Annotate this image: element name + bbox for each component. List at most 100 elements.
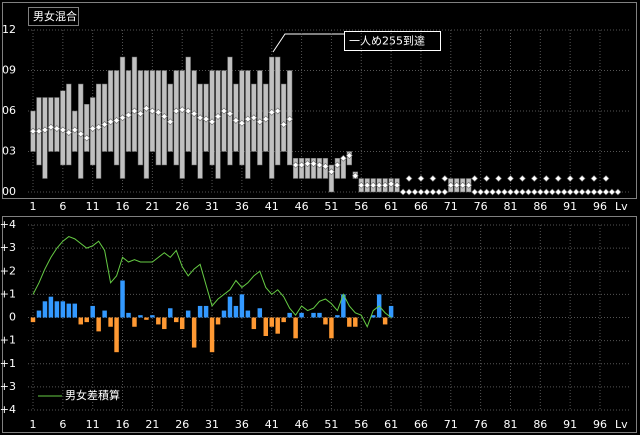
x-tick-label: 61 <box>384 418 398 431</box>
peak-marker <box>429 175 437 182</box>
difference-bar <box>317 312 322 318</box>
x-tick-label: 41 <box>265 200 279 213</box>
difference-bar <box>191 317 197 348</box>
average-marker <box>327 168 335 176</box>
y-tick-label: 12 <box>2 23 16 36</box>
x-tick-label: 11 <box>86 200 100 213</box>
average-marker <box>226 110 234 118</box>
x-tick-label: 71 <box>444 418 458 431</box>
average-marker <box>131 107 138 115</box>
average-marker <box>501 188 508 196</box>
peak-marker <box>518 175 526 182</box>
difference-bar <box>215 317 221 325</box>
x-tick-label: 11 <box>86 418 100 431</box>
x-tick-label: 21 <box>145 200 159 213</box>
difference-bar <box>84 317 89 323</box>
difference-bar <box>382 317 388 325</box>
range-bar <box>269 56 275 179</box>
difference-bar <box>341 294 346 318</box>
difference-bar <box>156 317 161 325</box>
peak-marker <box>507 175 514 182</box>
average-marker <box>548 188 556 196</box>
average-marker <box>459 181 467 189</box>
average-marker <box>405 188 413 196</box>
difference-bar <box>311 312 316 318</box>
x-tick-label: 16 <box>116 418 130 431</box>
x-tick-label: 26 <box>175 418 189 431</box>
average-marker <box>590 188 598 196</box>
difference-bar <box>36 310 42 318</box>
average-marker <box>119 114 126 122</box>
average-marker <box>429 188 437 196</box>
average-marker <box>208 118 216 126</box>
x-tick-label: 31 <box>205 200 219 213</box>
difference-bar <box>114 317 119 353</box>
average-marker <box>357 181 365 189</box>
average-marker <box>530 188 538 196</box>
range-bar <box>167 83 173 152</box>
average-marker <box>584 188 592 196</box>
average-marker <box>262 115 270 123</box>
x-axis-label: Lv <box>615 200 628 213</box>
difference-bar <box>42 301 48 318</box>
average-marker <box>453 181 461 189</box>
average-marker <box>107 118 115 126</box>
range-bar <box>125 70 132 152</box>
peak-marker <box>495 175 502 182</box>
difference-bar <box>203 305 209 318</box>
average-marker <box>381 181 389 189</box>
x-tick-label: 81 <box>503 418 517 431</box>
x-tick-label: 61 <box>384 200 398 213</box>
difference-bar <box>335 315 340 318</box>
difference-bar <box>239 294 245 318</box>
range-bar <box>191 70 197 166</box>
x-tick-label: 46 <box>295 200 309 213</box>
range-bar <box>42 97 48 179</box>
average-marker <box>566 188 574 196</box>
x-tick-label: 71 <box>444 200 458 213</box>
average-marker <box>77 130 85 138</box>
average-marker <box>41 126 49 134</box>
average-marker <box>113 117 120 124</box>
average-marker <box>345 152 353 159</box>
difference-bar <box>66 303 72 318</box>
average-marker <box>125 111 132 119</box>
average-marker <box>339 154 347 162</box>
peak-marker <box>542 175 550 182</box>
average-marker <box>101 121 109 128</box>
difference-bar <box>60 301 66 318</box>
difference-bar <box>78 317 83 325</box>
difference-bar <box>323 317 328 325</box>
chart-title: 男女混合 <box>33 9 77 23</box>
difference-bar <box>275 317 280 334</box>
average-marker <box>137 110 144 118</box>
average-marker <box>333 161 341 169</box>
y-tick-label: +4 <box>0 218 16 231</box>
average-marker <box>536 188 544 196</box>
difference-bar <box>102 310 107 318</box>
peak-marker <box>483 175 491 182</box>
difference-bar <box>245 310 251 318</box>
difference-bar <box>90 305 95 318</box>
peak-marker <box>566 175 574 182</box>
peak-marker <box>578 175 586 182</box>
x-tick-label: 76 <box>474 418 488 431</box>
average-marker <box>214 112 222 120</box>
range-bar <box>304 158 311 179</box>
average-marker <box>298 161 306 169</box>
average-marker <box>83 134 91 142</box>
difference-bar <box>287 312 292 318</box>
average-marker <box>572 188 580 196</box>
range-bar <box>84 104 90 152</box>
average-marker <box>351 172 359 180</box>
average-marker <box>35 127 43 135</box>
average-marker <box>560 188 568 196</box>
average-marker <box>232 117 240 124</box>
average-marker <box>375 181 383 189</box>
difference-bar <box>144 317 149 320</box>
peak-marker <box>441 175 449 182</box>
range-bar <box>143 70 150 179</box>
peak-marker <box>602 175 610 182</box>
difference-bar <box>54 301 60 318</box>
